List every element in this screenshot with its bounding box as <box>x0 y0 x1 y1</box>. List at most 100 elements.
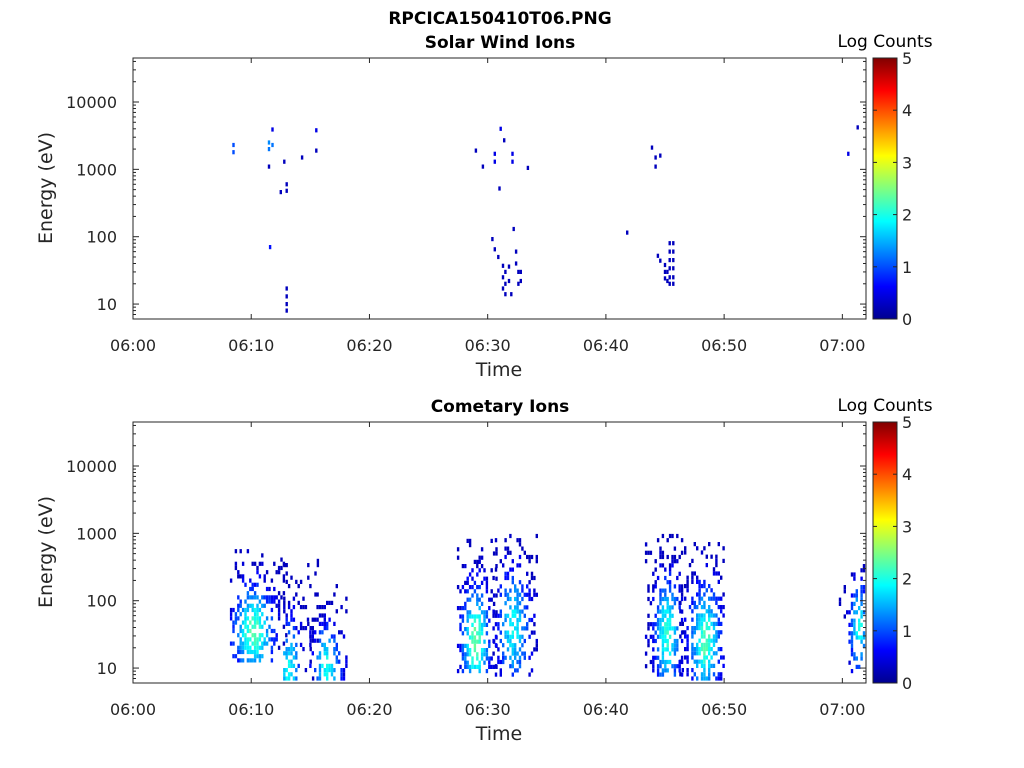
heatmap-cell <box>476 593 479 598</box>
heatmap-cell <box>277 607 281 613</box>
heatmap-cell <box>511 634 514 639</box>
heatmap-cell <box>295 642 298 647</box>
heatmap-cell <box>476 601 479 606</box>
heatmap-cell <box>519 269 522 274</box>
heatmap-cell <box>232 607 235 613</box>
heatmap-cell <box>478 559 481 564</box>
heatmap-cell <box>715 634 718 639</box>
heatmap-cell <box>471 568 474 573</box>
heatmap-cell <box>258 616 262 621</box>
heatmap-cell <box>659 588 662 593</box>
heatmap-cell <box>666 609 669 614</box>
heatmap-cell <box>698 579 701 584</box>
heatmap-cell <box>691 617 694 622</box>
heatmap-cell <box>285 286 288 291</box>
heatmap-cell <box>328 668 331 673</box>
heatmap-cell <box>485 631 489 636</box>
y-tick-label: 100 <box>86 228 117 247</box>
heatmap-cell <box>304 668 308 673</box>
heatmap-cell <box>858 618 861 623</box>
heatmap-cell <box>483 614 486 619</box>
heatmap-cell <box>328 663 331 668</box>
heatmap-cell <box>696 659 699 664</box>
heatmap-cell <box>717 676 720 681</box>
heatmap-cell <box>676 664 679 669</box>
heatmap-cell <box>464 589 467 594</box>
heatmap-cell <box>715 613 718 618</box>
heatmap-cell <box>666 617 669 623</box>
heatmap-cell <box>686 588 689 593</box>
heatmap-cell <box>480 580 484 585</box>
heatmap-cell <box>483 660 486 665</box>
heatmap-cell <box>659 659 662 665</box>
heatmap-cell <box>661 659 665 665</box>
heatmap-cell <box>277 570 281 575</box>
x-tick-label: 06:10 <box>228 700 274 719</box>
heatmap-cell <box>478 614 481 619</box>
heatmap-cell <box>664 613 667 618</box>
heatmap-cell <box>345 596 348 601</box>
heatmap-cell <box>528 617 531 623</box>
heatmap-cell <box>290 651 293 656</box>
heatmap-cell <box>511 664 514 669</box>
heatmap-cell <box>703 579 706 584</box>
heatmap-cell <box>652 584 655 589</box>
heatmap-cell <box>335 609 338 614</box>
heatmap-cell <box>644 559 648 564</box>
heatmap-cell <box>466 618 469 623</box>
heatmap-cell <box>265 628 269 634</box>
heatmap-cell <box>261 624 264 629</box>
heatmap-cell <box>493 247 496 252</box>
heatmap-cell <box>476 614 479 619</box>
heatmap-cell <box>661 550 665 555</box>
heatmap-cell <box>491 237 494 242</box>
heatmap-cell <box>466 631 469 636</box>
heatmap-cell <box>696 592 699 597</box>
heatmap-cell <box>668 533 672 539</box>
heatmap-cell <box>654 630 657 635</box>
heatmap-cell <box>691 575 694 580</box>
heatmap-cell <box>523 550 526 555</box>
heatmap-cell <box>476 564 479 569</box>
heatmap-cell <box>251 607 254 613</box>
heatmap-cell <box>673 626 677 631</box>
heatmap-cell <box>535 554 538 560</box>
heatmap-cell <box>860 568 863 573</box>
x-axis-label: Time <box>475 359 523 381</box>
heatmap-cell <box>511 151 514 156</box>
heatmap-cell <box>342 672 346 677</box>
heatmap-cell <box>659 626 662 631</box>
heatmap-cell <box>464 627 467 632</box>
plot-frame <box>132 57 867 320</box>
heatmap-cell <box>251 658 254 663</box>
heatmap-cell <box>239 599 242 604</box>
heatmap-cell <box>464 606 467 611</box>
heatmap-cell <box>659 622 662 627</box>
heatmap-cell <box>504 575 507 581</box>
heatmap-cell <box>720 609 723 614</box>
heatmap-cell <box>715 600 718 605</box>
heatmap-cell <box>326 651 329 656</box>
heatmap-cell <box>705 554 708 559</box>
heatmap-cell <box>528 634 531 639</box>
heatmap-cell <box>666 638 669 644</box>
heatmap-cell <box>237 633 240 638</box>
heatmap-cell <box>710 647 713 652</box>
heatmap-cell <box>488 643 491 648</box>
heatmap-cell <box>464 643 467 648</box>
heatmap-cell <box>686 579 689 584</box>
heatmap-cell <box>673 559 677 564</box>
x-tick-label: 06:20 <box>346 700 392 719</box>
heatmap-cell <box>720 605 723 610</box>
heatmap-cell <box>283 563 286 568</box>
heatmap-cell <box>708 659 711 664</box>
heatmap-cell <box>676 575 679 581</box>
heatmap-cell <box>860 652 863 657</box>
heatmap-cell <box>485 614 489 619</box>
heatmap-cell <box>860 593 863 598</box>
heatmap-cell <box>698 596 701 601</box>
heatmap-cell <box>246 603 250 608</box>
heatmap-cell <box>679 621 682 626</box>
heatmap-cell <box>708 613 711 618</box>
heatmap-cell <box>321 605 324 610</box>
